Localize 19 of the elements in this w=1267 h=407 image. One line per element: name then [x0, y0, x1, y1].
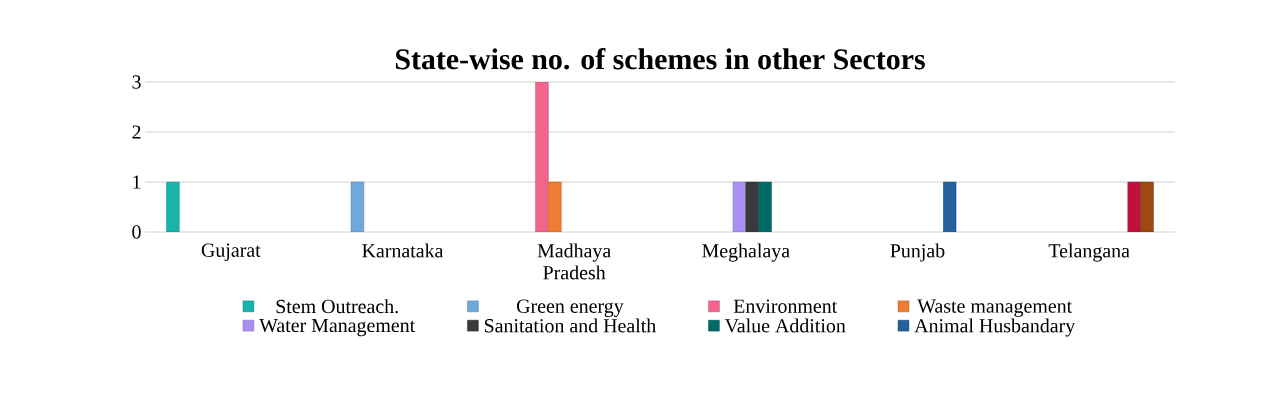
- y-tick-label: 3: [132, 75, 141, 89]
- legend-label: Stem Outreach.: [276, 299, 398, 314]
- legend-label: Sanitation and Health: [484, 318, 656, 333]
- legend-label: Environment: [733, 299, 838, 313]
- chart-title: State-wise no. of schemes in other Sectors: [395, 48, 925, 70]
- x-tick-label: Madhaya Pradesh: [537, 243, 611, 280]
- legend-label: Animal Husbandary: [914, 318, 1076, 337]
- legend-label: Value Addition: [724, 318, 846, 333]
- y-tick-label: 1: [133, 175, 141, 189]
- y-tick-label: 0: [132, 225, 141, 239]
- x-tick-label: Gujarat: [201, 243, 261, 261]
- x-tick-label: Karnataka: [362, 243, 444, 258]
- legend-label: Water Management: [259, 318, 416, 337]
- x-tick-label: Meghalaya: [702, 243, 790, 262]
- legend-label: Waste management: [917, 299, 1073, 317]
- x-tick-label: Telangana: [1048, 243, 1130, 262]
- legend-label: Green energy: [516, 299, 624, 317]
- x-tick-label: Punjab: [890, 243, 945, 262]
- y-tick-label: 2: [132, 125, 141, 139]
